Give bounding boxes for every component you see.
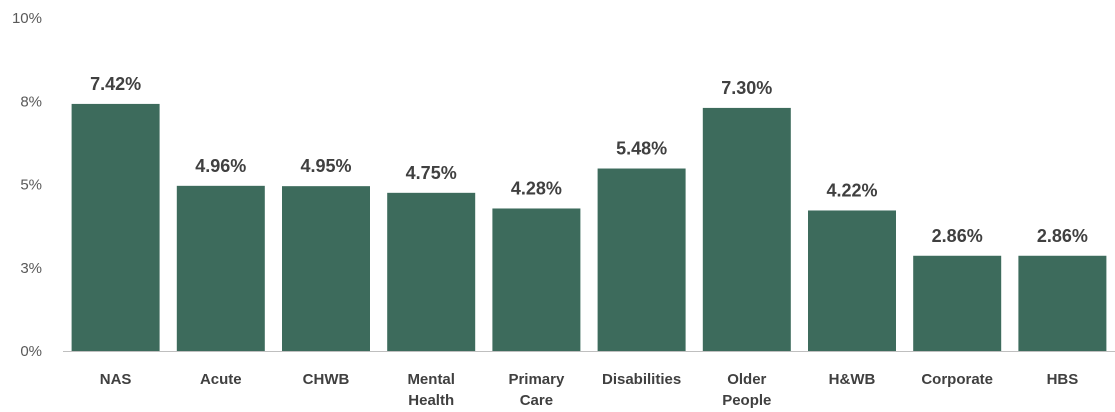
data-labels: 7.42% 4.96% 4.95% 4.75% 4.28% 5.48% 7.30% 4.22%… [90,74,1088,246]
y-tick-label: 5% [20,177,42,194]
bar [597,168,686,351]
x-tick-label: Primary Care [508,371,565,409]
x-tick-label: Older People [722,371,771,409]
y-tick-label: 0% [20,343,42,360]
data-label: 2.86% [932,226,983,246]
x-tick-label-line: Disabilities [602,371,681,388]
x-tick-label: Acute [200,371,242,388]
y-tick-label: 10% [12,10,42,27]
x-tick-label-line: People [722,392,771,409]
data-label: 2.86% [1037,226,1088,246]
data-label: 7.42% [90,74,141,94]
x-tick-label: CHWB [303,371,350,388]
x-tick-label-line: Health [408,392,454,409]
data-label: 4.28% [511,178,562,198]
bar [808,210,896,351]
x-tick-label-line: Primary [508,371,565,388]
x-axis: NAS Acute CHWB Mental Health Primary Care Disab… [63,351,1115,409]
x-tick-label-line: NAS [100,371,132,388]
x-tick-label: HBS [1047,371,1079,388]
data-label: 4.95% [300,156,351,176]
y-tick-label: 3% [20,260,42,277]
bar [702,107,791,351]
x-tick-label-line: Care [520,392,553,409]
bar-series [71,103,1107,351]
bar [176,185,265,351]
x-tick-label: Corporate [921,371,993,388]
bar [282,186,370,351]
x-tick-label-line: Acute [200,371,242,388]
x-tick-label-line: CHWB [303,371,350,388]
x-tick-label: H&WB [829,371,876,388]
x-tick-label-line: Corporate [921,371,993,388]
x-tick-label-line: H&WB [829,371,876,388]
bar [1018,255,1107,351]
data-label: 7.30% [721,78,772,98]
x-tick-label: NAS [100,371,132,388]
data-label: 4.22% [826,180,877,200]
y-axis: 0% 3% 5% 8% 10% [12,10,42,360]
data-label: 4.96% [195,156,246,176]
bar [71,103,160,351]
bar [913,255,1002,351]
y-tick-label: 8% [20,93,42,110]
data-label: 5.48% [616,139,667,159]
x-tick-label: Disabilities [602,371,681,388]
bar [387,192,476,351]
bar [492,208,581,351]
x-tick-label: Mental Health [407,371,455,409]
x-tick-label-line: HBS [1047,371,1079,388]
data-label: 4.75% [406,163,457,183]
x-tick-label-line: Older [727,371,766,388]
x-tick-label-line: Mental [407,371,455,388]
